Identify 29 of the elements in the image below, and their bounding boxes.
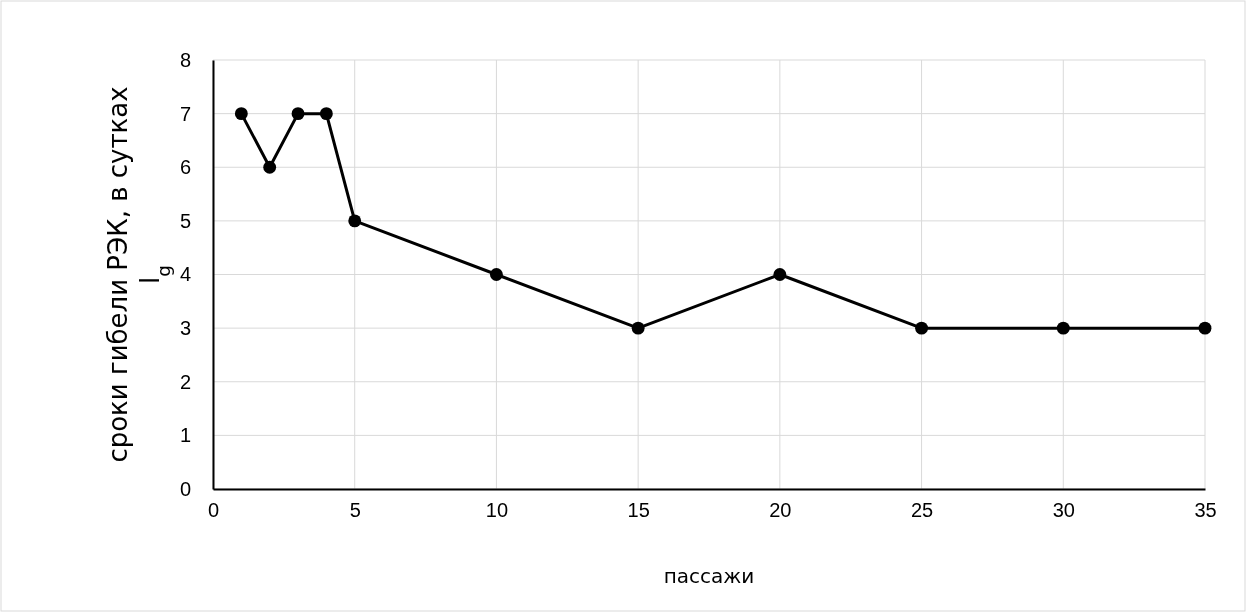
x-tick-label: 10: [485, 499, 509, 522]
point: [1056, 321, 1070, 335]
x-tick-label: 15: [627, 499, 650, 522]
x-tick-label: 5: [349, 499, 361, 522]
x-tick-label: 35: [1194, 499, 1217, 522]
x-tick-label: 0: [207, 499, 220, 522]
point: [319, 107, 333, 121]
point: [1198, 321, 1212, 335]
y-tick-label: 6: [179, 156, 191, 179]
y-tick-label: 5: [179, 209, 191, 232]
point: [915, 321, 928, 335]
point: [234, 107, 248, 121]
x-tick-label: 30: [1052, 499, 1075, 522]
y-tick-label: 1: [179, 424, 191, 447]
y-tick-label: 0: [179, 477, 191, 500]
y-tick-label: 7: [179, 102, 191, 125]
x-axis-title: пассажи: [663, 564, 755, 588]
y-tick-label: 8: [179, 48, 191, 71]
point: [773, 268, 787, 281]
x-tick-label: 25: [910, 499, 934, 522]
point: [263, 160, 277, 174]
y-tick-label: 4: [179, 263, 191, 286]
point: [348, 214, 362, 228]
y-tick-label: 2: [179, 370, 191, 393]
x-tick-label: 20: [769, 499, 792, 522]
point: [291, 107, 305, 121]
point: [490, 268, 503, 281]
y-tick-label: 3: [179, 317, 191, 340]
point: [631, 321, 645, 335]
